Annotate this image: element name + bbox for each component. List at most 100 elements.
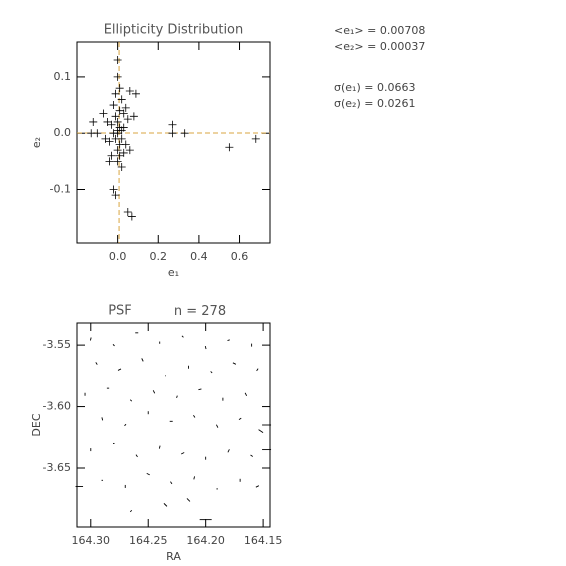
point [115, 106, 124, 115]
whisker [117, 368, 122, 371]
x-tick-label: 0.4 [190, 250, 208, 263]
y-tick-label: 0.1 [54, 70, 72, 83]
x-tick-label: 0.2 [150, 250, 168, 263]
whisker [135, 454, 138, 458]
point [113, 117, 122, 126]
point [129, 112, 138, 121]
x-axis-label: RA [166, 550, 181, 563]
x-tick-label: 164.20 [186, 534, 225, 547]
point [107, 151, 116, 160]
y-axis-label: e₂ [30, 137, 43, 148]
point [125, 146, 134, 155]
point [117, 134, 126, 143]
y-tick-label: -3.60 [43, 400, 71, 413]
whisker [95, 362, 98, 365]
whisker [180, 452, 185, 455]
whisker [186, 498, 191, 502]
whisker [112, 344, 115, 347]
whisker [129, 399, 133, 402]
point [180, 129, 189, 138]
point [115, 84, 124, 93]
point [111, 112, 120, 121]
whisker [238, 417, 242, 420]
stat-value: 0.0663 [377, 81, 416, 94]
point [107, 120, 116, 129]
stat-value: 0.00037 [380, 40, 426, 53]
x-tick-label: 0.6 [231, 250, 249, 263]
y-tick-label: -3.55 [43, 338, 71, 351]
point [109, 101, 118, 110]
whisker [141, 358, 144, 362]
point [109, 185, 118, 194]
point [111, 89, 120, 98]
whisker [158, 445, 161, 449]
point [168, 120, 177, 129]
stat-label: <e₂> = [334, 40, 376, 53]
whisker [170, 481, 173, 485]
chart-title: PSF [108, 304, 132, 319]
point [127, 212, 136, 221]
point [103, 117, 112, 126]
point [123, 208, 132, 217]
whisker [152, 390, 156, 394]
stat-value: 0.00708 [380, 24, 426, 37]
point [115, 151, 124, 160]
x-tick-label: 164.25 [129, 534, 168, 547]
point [251, 134, 260, 143]
x-tick-label: 164.30 [72, 534, 111, 547]
whisker [176, 395, 178, 399]
stat-annotation: <e₂> = 0.00037 [334, 40, 425, 53]
stat-annotation: σ(e₂) = 0.0261 [334, 97, 415, 110]
point [89, 117, 98, 126]
whisker [89, 337, 92, 341]
point [113, 146, 122, 155]
point [119, 148, 128, 157]
x-axis-label: e₁ [168, 266, 179, 279]
chart-title: Ellipticity Distribution [104, 23, 244, 38]
count-label: n = 278 [174, 304, 226, 319]
whisker [198, 388, 202, 391]
point [87, 129, 96, 138]
point [109, 129, 118, 138]
point [117, 95, 126, 104]
point [99, 109, 108, 118]
point [113, 72, 122, 81]
count-text: n = [174, 304, 197, 319]
point [121, 103, 130, 112]
x-tick-label: 0.0 [109, 250, 127, 263]
point [123, 115, 132, 124]
point [225, 143, 234, 152]
point [119, 123, 128, 132]
point [111, 191, 120, 200]
whisker [181, 335, 184, 338]
stat-annotation: <e₁> = 0.00708 [334, 24, 425, 37]
whisker [204, 345, 207, 350]
whisker [244, 392, 248, 396]
point [168, 129, 177, 138]
point [113, 56, 122, 65]
point [113, 157, 122, 166]
stat-label: <e₁> = [334, 24, 376, 37]
point [105, 157, 114, 166]
whisker [163, 503, 168, 507]
x-tick-label: 164.15 [244, 534, 283, 547]
stat-value: 0.0261 [377, 97, 416, 110]
whisker [146, 473, 150, 476]
stat-annotation: σ(e₁) = 0.0663 [334, 81, 415, 94]
whisker [193, 415, 196, 418]
stat-label: σ(e₁) = [334, 81, 373, 94]
whisker [232, 362, 237, 365]
whisker [255, 485, 260, 488]
point [131, 89, 140, 98]
count-value: 278 [201, 304, 226, 319]
point [101, 134, 110, 143]
whisker [124, 423, 127, 427]
whisker [193, 476, 195, 480]
plot-frame [76, 41, 271, 244]
whisker [129, 509, 133, 513]
point [121, 140, 130, 149]
whisker [216, 424, 219, 428]
y-axis-label: DEC [30, 413, 43, 436]
whisker [227, 449, 230, 453]
